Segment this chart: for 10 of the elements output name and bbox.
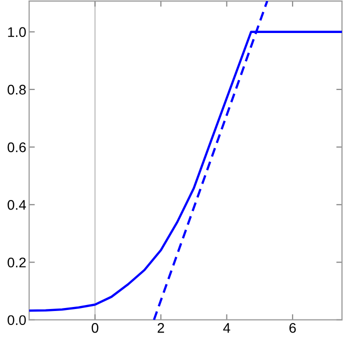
y-tick-label: 0.6 <box>8 142 26 152</box>
y-tick-label: 0.8 <box>8 84 26 95</box>
x-tick-label: 6 <box>289 323 296 333</box>
y-tick-label: 0.2 <box>8 258 26 268</box>
x-tick-label: 4 <box>223 323 230 333</box>
x-tick-label: 2 <box>158 323 164 333</box>
y-tick-label: 0.4 <box>8 200 26 210</box>
x-tick-label: 0 <box>92 323 98 333</box>
y-tick-label: 0.0 <box>8 315 26 326</box>
y-tick-label: 1.0 <box>8 27 26 38</box>
